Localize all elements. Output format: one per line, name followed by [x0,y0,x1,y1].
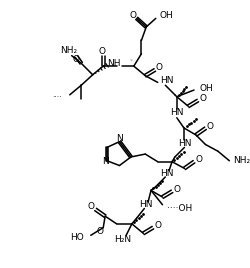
Text: OH: OH [159,11,173,20]
Text: O: O [206,122,213,131]
Text: N: N [101,157,108,166]
Text: HN: HN [177,139,190,148]
Text: HN: HN [170,109,183,117]
Text: NH: NH [106,59,120,68]
Text: HN: HN [160,169,173,178]
Text: O: O [87,202,94,211]
Text: O: O [198,94,205,103]
Text: O: O [96,227,103,236]
Text: HN: HN [160,76,173,85]
Text: O: O [154,63,162,72]
Text: HO: HO [70,233,84,242]
Text: O: O [172,185,180,194]
Text: NH₂: NH₂ [60,46,77,55]
Text: O: O [73,55,80,64]
Text: *: * [129,59,132,64]
Text: ····: ···· [52,93,62,102]
Text: OH: OH [199,84,213,93]
Text: O: O [98,47,105,56]
Text: O: O [194,155,202,164]
Text: N: N [116,134,122,143]
Text: O: O [154,221,160,230]
Text: ····OH: ····OH [166,204,192,213]
Text: O: O [129,11,136,20]
Text: H₂N: H₂N [113,234,130,244]
Text: HN: HN [139,200,152,209]
Text: NH₂: NH₂ [232,156,249,165]
